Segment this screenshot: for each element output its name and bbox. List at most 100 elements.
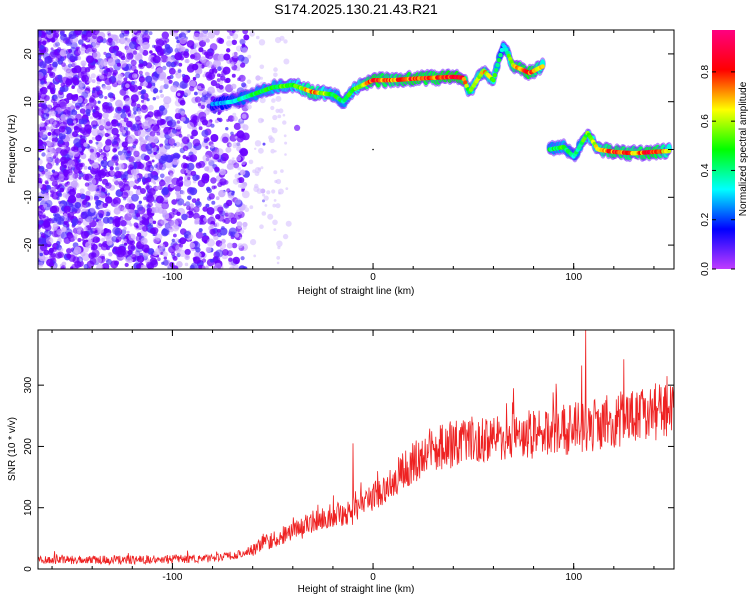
noise-blob: [128, 180, 135, 188]
noise-blob: [175, 43, 181, 50]
noise-blob: [213, 30, 220, 36]
noise-blob: [193, 212, 200, 220]
noise-blob: [255, 35, 260, 40]
noise-blob: [94, 229, 98, 234]
noise-blob: [98, 125, 105, 131]
noise-blob: [228, 227, 237, 236]
noise-blob: [179, 237, 187, 245]
noise-blob: [272, 203, 277, 208]
noise-blob: [130, 80, 135, 85]
ridge-core: [498, 52, 503, 58]
noise-blob: [236, 45, 243, 52]
noise-blob: [198, 47, 204, 53]
noise-blob: [198, 228, 203, 233]
noise-blob: [109, 166, 114, 171]
noise-blob: [201, 119, 208, 126]
noise-blob: [77, 71, 85, 79]
noise-blob: [52, 223, 59, 230]
spectrogram-x-tick-label: 0: [370, 272, 376, 283]
noise-blob: [102, 156, 108, 161]
noise-blob: [231, 157, 235, 161]
ridge-core: [496, 57, 502, 63]
noise-blob: [145, 62, 153, 69]
noise-blob: [38, 261, 44, 268]
noise-blob: [131, 193, 139, 202]
noise-blob: [124, 242, 128, 246]
noise-blob: [104, 96, 108, 100]
noise-blob: [40, 92, 47, 100]
noise-blob: [232, 263, 239, 269]
noise-blob: [184, 262, 189, 267]
noise-blob: [163, 256, 167, 260]
noise-blob: [209, 43, 218, 51]
noise-blob: [218, 118, 222, 122]
noise-blob: [86, 112, 91, 117]
noise-blob: [113, 156, 118, 161]
noise-blob: [196, 198, 200, 202]
noise-blob: [67, 107, 71, 111]
noise-blob: [77, 47, 86, 55]
noise-blob: [74, 30, 82, 36]
noise-blob: [122, 148, 127, 154]
noise-blob: [176, 211, 181, 216]
noise-blob: [216, 228, 221, 233]
noise-blob: [137, 85, 143, 91]
noise-blob: [71, 114, 77, 120]
noise-blob: [179, 99, 186, 106]
noise-blob: [239, 39, 246, 45]
noise-blob: [239, 236, 243, 240]
noise-blob: [99, 39, 103, 43]
noise-blob: [107, 58, 116, 67]
noise-blob: [125, 83, 130, 88]
noise-blob: [127, 243, 136, 252]
noise-blob: [66, 248, 72, 254]
noise-blob: [136, 264, 142, 269]
noise-blob: [117, 78, 123, 85]
noise-blob: [95, 134, 102, 142]
noise-blob: [79, 134, 83, 138]
noise-blob: [44, 229, 52, 238]
noise-blob: [142, 41, 150, 50]
noise-blob: [132, 30, 138, 33]
noise-blob: [240, 256, 245, 261]
noise-blob: [52, 30, 56, 33]
noise-blob: [182, 145, 189, 152]
noise-blob: [144, 174, 149, 178]
noise-blob: [207, 31, 216, 39]
noise-blob: [59, 49, 67, 57]
noise-blob: [250, 239, 257, 246]
colorbar-tick-label: 0.6: [700, 114, 711, 128]
noise-blob: [138, 200, 142, 204]
noise-blob: [116, 50, 123, 57]
noise-blob: [105, 196, 113, 204]
noise-blob: [128, 164, 134, 170]
noise-blob: [259, 224, 264, 229]
noise-blob: [138, 163, 144, 170]
noise-blob: [121, 141, 128, 148]
noise-blob: [285, 187, 289, 191]
noise-blob: [236, 67, 241, 72]
noise-blob: [282, 233, 289, 240]
noise-blob: [167, 138, 176, 146]
noise-blob: [152, 119, 158, 125]
noise-blob: [179, 37, 187, 45]
noise-blob: [52, 49, 59, 56]
noise-blob: [84, 182, 90, 187]
noise-blob: [60, 82, 66, 88]
noise-blob: [166, 61, 172, 67]
noise-blob: [161, 228, 169, 237]
noise-blob: [141, 213, 150, 221]
noise-blob: [45, 157, 52, 163]
noise-blob: [80, 193, 86, 200]
noise-blob: [168, 212, 175, 219]
noise-blob: [180, 116, 186, 122]
snr-y-axis-label: SNR (10 * v/v): [7, 417, 18, 481]
noise-blob: [234, 173, 240, 179]
noise-blob: [239, 118, 243, 122]
noise-blob: [89, 95, 96, 101]
noise-blob: [138, 76, 146, 83]
noise-blob: [137, 129, 146, 138]
noise-blob: [117, 123, 121, 127]
noise-blob: [176, 261, 183, 268]
